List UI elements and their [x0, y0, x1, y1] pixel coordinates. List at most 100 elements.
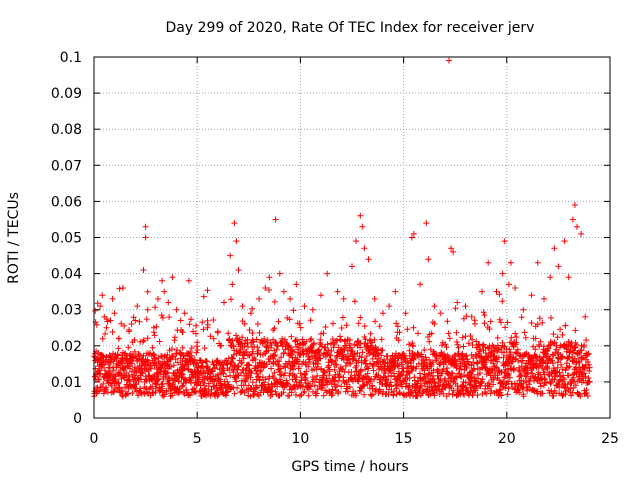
data-point: [190, 328, 197, 335]
data-point: [556, 377, 563, 384]
data-point: [501, 238, 508, 245]
data-point: [255, 347, 262, 354]
data-point: [318, 292, 324, 299]
data-point: [474, 392, 481, 399]
data-point: [158, 312, 165, 319]
data-point: [293, 391, 299, 398]
data-point: [530, 387, 537, 393]
data-point: [357, 340, 364, 347]
data-point: [272, 216, 279, 223]
data-point: [256, 329, 263, 336]
data-point: [126, 328, 133, 335]
data-point: [316, 352, 323, 359]
data-point: [266, 274, 273, 281]
data-point: [188, 316, 194, 323]
data-point: [518, 314, 525, 321]
data-point: [224, 389, 230, 396]
data-point: [199, 359, 206, 366]
data-point: [522, 334, 529, 341]
data-point: [307, 336, 314, 343]
data-point: [322, 324, 329, 330]
data-point: [194, 339, 201, 346]
data-point: [215, 391, 222, 398]
data-point: [410, 343, 417, 350]
data-point: [131, 348, 138, 355]
data-point: [428, 330, 435, 337]
data-point: [431, 303, 438, 310]
data-point: [342, 354, 349, 360]
data-point: [210, 335, 217, 342]
data-point: [414, 352, 421, 359]
data-point: [140, 267, 147, 273]
data-point: [296, 320, 303, 327]
data-point: [102, 330, 109, 337]
data-point: [585, 379, 592, 386]
data-point: [429, 359, 436, 366]
data-point: [284, 380, 291, 387]
data-point: [156, 338, 163, 345]
data-point: [582, 313, 589, 320]
y-tick-label: 0.03: [51, 303, 82, 319]
data-point: [486, 326, 493, 333]
data-point: [144, 389, 151, 396]
data-point: [504, 391, 511, 398]
data-point: [187, 349, 194, 355]
data-point: [585, 361, 592, 368]
data-point: [535, 363, 542, 370]
data-point: [435, 382, 442, 389]
data-point: [507, 259, 514, 266]
data-point: [107, 317, 114, 324]
data-point: [559, 353, 566, 360]
data-point: [380, 310, 386, 317]
data-point: [159, 380, 166, 387]
data-point: [142, 223, 149, 230]
data-point: [422, 354, 429, 361]
data-point: [253, 384, 260, 391]
data-point: [351, 298, 358, 305]
data-point: [319, 382, 326, 389]
data-point: [421, 347, 428, 353]
data-point: [280, 389, 287, 396]
data-point: [484, 354, 491, 361]
data-point: [512, 330, 519, 337]
data-point: [132, 364, 138, 371]
data-point: [253, 336, 260, 343]
data-point: [294, 336, 300, 343]
data-point: [116, 285, 123, 292]
data-point: [548, 379, 555, 386]
data-point: [537, 380, 544, 387]
data-point: [148, 365, 154, 372]
data-point: [109, 329, 116, 335]
data-point: [317, 355, 324, 362]
data-point: [506, 374, 513, 381]
data-point: [329, 336, 336, 343]
data-point: [561, 238, 568, 245]
y-tick-label: 0.07: [51, 158, 82, 174]
data-point: [300, 389, 307, 396]
data-point: [254, 344, 261, 351]
data-point: [133, 381, 140, 388]
data-point: [109, 295, 116, 302]
data-point: [303, 350, 310, 357]
data-point: [425, 256, 432, 263]
data-point: [280, 288, 287, 295]
data-point: [455, 344, 462, 351]
data-point: [347, 384, 353, 391]
data-point: [210, 317, 217, 323]
data-point: [450, 387, 457, 394]
data-point: [442, 341, 449, 348]
data-point: [498, 319, 504, 326]
data-point: [490, 376, 497, 383]
data-point: [405, 369, 412, 376]
data-point: [550, 393, 557, 399]
data-point: [262, 285, 269, 291]
data-point: [227, 252, 234, 259]
x-tick-label: 5: [193, 431, 202, 447]
data-point: [520, 393, 527, 400]
y-tick-label: 0.04: [51, 267, 82, 283]
data-point: [402, 383, 409, 390]
data-point: [192, 389, 199, 396]
data-point: [381, 356, 388, 363]
data-point: [583, 390, 590, 396]
data-point: [203, 358, 210, 364]
